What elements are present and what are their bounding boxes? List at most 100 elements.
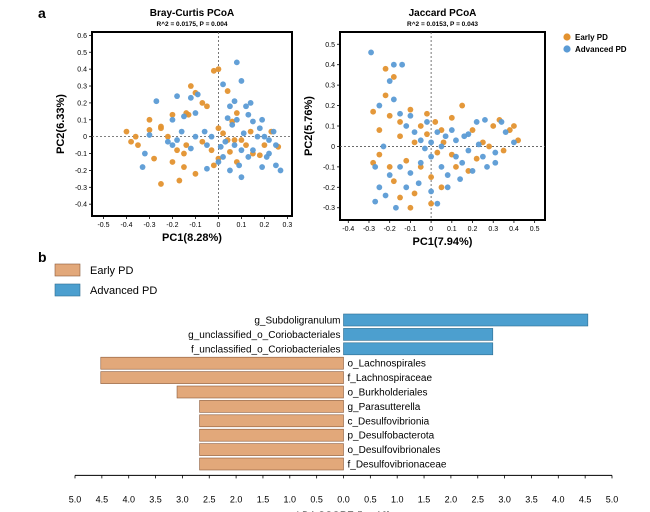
data-point-advanced-pd bbox=[231, 98, 238, 105]
data-point-early-pd bbox=[199, 138, 206, 145]
data-point-early-pd bbox=[174, 147, 180, 154]
lda-bar bbox=[199, 457, 344, 471]
x-tick-label: 2.5 bbox=[203, 494, 216, 504]
data-point-advanced-pd bbox=[475, 141, 482, 148]
data-point-advanced-pd bbox=[442, 133, 449, 140]
data-point-early-pd bbox=[382, 92, 389, 99]
lda-bar-label: f_Desulfovibrionaceae bbox=[348, 460, 447, 471]
x-tick-label: 0.0 bbox=[337, 494, 350, 504]
data-point-advanced-pd bbox=[245, 154, 252, 160]
lda-bar bbox=[343, 328, 494, 341]
data-point-early-pd bbox=[224, 88, 231, 94]
lda-bar bbox=[199, 400, 344, 413]
data-point-advanced-pd bbox=[141, 150, 148, 157]
x-tick-label: 1.0 bbox=[391, 494, 404, 504]
data-point-early-pd bbox=[215, 66, 222, 73]
x-tick-label: -0.1 bbox=[189, 222, 201, 229]
data-point-early-pd bbox=[204, 103, 210, 110]
data-point-advanced-pd bbox=[273, 162, 279, 169]
data-point-advanced-pd bbox=[424, 119, 430, 125]
data-point-advanced-pd bbox=[403, 184, 410, 191]
x-tick-label: 5.0 bbox=[69, 494, 82, 504]
data-point-advanced-pd bbox=[153, 98, 160, 105]
x-tick-label: 5.0 bbox=[606, 494, 619, 504]
data-point-early-pd bbox=[183, 142, 190, 149]
x-tick-label: 0 bbox=[216, 222, 220, 229]
x-tick-label: 1.5 bbox=[418, 494, 431, 504]
y-tick-label: 0.1 bbox=[77, 117, 87, 124]
data-point-advanced-pd bbox=[187, 145, 194, 152]
y-tick-label: -0.1 bbox=[323, 164, 335, 171]
lda-bar-label: o_Burkholderiales bbox=[348, 388, 428, 399]
y-tick-label: 0.4 bbox=[77, 67, 87, 74]
lda-bar-chart: g_Subdoligranulum g_unclassified_o_Coriob… bbox=[69, 313, 619, 512]
data-point-advanced-pd bbox=[407, 112, 414, 119]
data-point-early-pd bbox=[135, 142, 141, 149]
data-point-advanced-pd bbox=[259, 116, 266, 123]
data-point-advanced-pd bbox=[492, 159, 499, 166]
x-tick-label: 1.0 bbox=[284, 494, 297, 504]
data-point-advanced-pd bbox=[220, 81, 226, 88]
y-tick-label: 0.5 bbox=[325, 42, 335, 49]
x-tick-label: 4.5 bbox=[96, 494, 109, 504]
data-point-advanced-pd bbox=[479, 153, 486, 160]
data-point-advanced-pd bbox=[502, 129, 509, 136]
data-point-advanced-pd bbox=[178, 128, 185, 135]
x-tick-label: 4.0 bbox=[122, 494, 135, 504]
lda-bar bbox=[199, 428, 344, 442]
data-point-advanced-pd bbox=[380, 143, 387, 150]
y-tick-label: 0.3 bbox=[325, 83, 335, 90]
data-point-early-pd bbox=[233, 110, 240, 116]
lda-legend-label-early-pd: Early PD bbox=[90, 265, 133, 277]
data-point-early-pd bbox=[376, 151, 383, 158]
data-point-advanced-pd bbox=[229, 121, 236, 128]
data-point-early-pd bbox=[181, 150, 187, 157]
data-point-advanced-pd bbox=[511, 139, 517, 146]
data-point-early-pd bbox=[231, 137, 238, 143]
data-point-early-pd bbox=[407, 204, 414, 211]
data-point-early-pd bbox=[428, 174, 435, 180]
x-tick-label: 0.3 bbox=[488, 226, 498, 233]
data-point-advanced-pd bbox=[453, 137, 459, 144]
x-tick-label: 0.1 bbox=[237, 222, 247, 229]
data-point-advanced-pd bbox=[277, 167, 284, 174]
data-point-advanced-pd bbox=[484, 163, 490, 170]
data-point-early-pd bbox=[438, 184, 445, 191]
data-point-early-pd bbox=[382, 65, 389, 72]
lda-bar bbox=[176, 385, 344, 399]
data-point-advanced-pd bbox=[273, 142, 279, 149]
data-point-advanced-pd bbox=[372, 163, 379, 170]
data-point-advanced-pd bbox=[215, 159, 222, 165]
x-tick-label: -0.3 bbox=[363, 226, 375, 233]
data-point-advanced-pd bbox=[434, 129, 441, 136]
data-point-advanced-pd bbox=[438, 163, 445, 170]
x-tick-label: 3.0 bbox=[176, 494, 189, 504]
data-point-early-pd bbox=[123, 128, 130, 135]
data-point-advanced-pd bbox=[222, 138, 229, 145]
data-point-advanced-pd bbox=[238, 147, 245, 154]
x-tick-label: 3.5 bbox=[525, 494, 538, 504]
data-point-advanced-pd bbox=[390, 61, 397, 68]
plot-frame bbox=[91, 31, 293, 217]
data-point-advanced-pd bbox=[240, 130, 247, 137]
data-point-advanced-pd bbox=[201, 128, 208, 135]
data-point-advanced-pd bbox=[238, 78, 245, 84]
x-tick-label: 0.1 bbox=[447, 226, 457, 233]
data-point-advanced-pd bbox=[194, 91, 201, 98]
legend-marker-advanced-pd bbox=[563, 45, 571, 53]
data-point-advanced-pd bbox=[411, 129, 418, 136]
panel-label-a: a bbox=[38, 5, 46, 21]
x-tick-label: 1.5 bbox=[257, 494, 270, 504]
data-point-advanced-pd bbox=[417, 137, 424, 144]
data-point-advanced-pd bbox=[227, 167, 233, 174]
data-point-advanced-pd bbox=[498, 119, 505, 125]
data-point-advanced-pd bbox=[250, 118, 256, 125]
data-point-advanced-pd bbox=[482, 116, 488, 123]
data-point-early-pd bbox=[227, 148, 233, 155]
data-point-advanced-pd bbox=[256, 125, 263, 132]
data-point-early-pd bbox=[238, 137, 245, 143]
data-point-early-pd bbox=[424, 131, 430, 138]
lda-bar-label: p_Desulfobacterota bbox=[348, 431, 435, 442]
data-point-advanced-pd bbox=[146, 132, 153, 138]
